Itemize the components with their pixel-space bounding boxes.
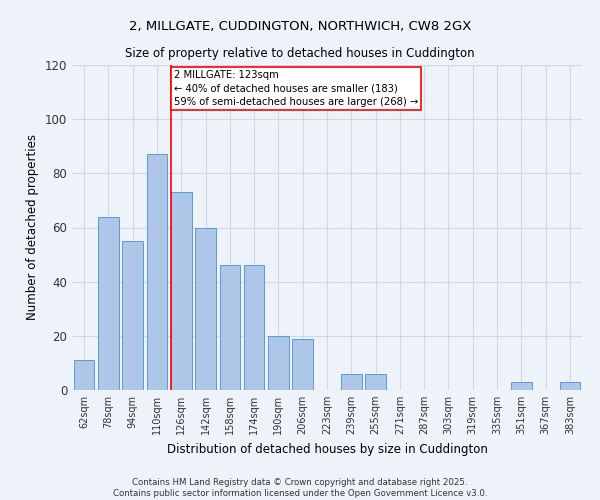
Bar (195, 228, 216, 390)
Bar (122, 241, 143, 390)
Bar (220, 266, 240, 390)
Bar (74, 360, 94, 390)
Text: 2 MILLGATE: 123sqm
← 40% of detached houses are smaller (183)
59% of semi-detach: 2 MILLGATE: 123sqm ← 40% of detached hou… (174, 70, 418, 107)
Bar (268, 336, 289, 390)
Bar (341, 374, 362, 390)
Bar (146, 154, 167, 390)
X-axis label: Distribution of detached houses by size in Cuddington: Distribution of detached houses by size … (167, 442, 487, 456)
Bar (560, 382, 580, 390)
Bar (244, 266, 265, 390)
Bar (98, 216, 119, 390)
Bar (171, 192, 191, 390)
Bar (292, 338, 313, 390)
Bar (365, 374, 386, 390)
Bar (511, 382, 532, 390)
Text: 2, MILLGATE, CUDDINGTON, NORTHWICH, CW8 2GX: 2, MILLGATE, CUDDINGTON, NORTHWICH, CW8 … (129, 20, 471, 33)
Text: Size of property relative to detached houses in Cuddington: Size of property relative to detached ho… (125, 48, 475, 60)
Text: Contains HM Land Registry data © Crown copyright and database right 2025.
Contai: Contains HM Land Registry data © Crown c… (113, 478, 487, 498)
Y-axis label: Number of detached properties: Number of detached properties (26, 134, 39, 320)
